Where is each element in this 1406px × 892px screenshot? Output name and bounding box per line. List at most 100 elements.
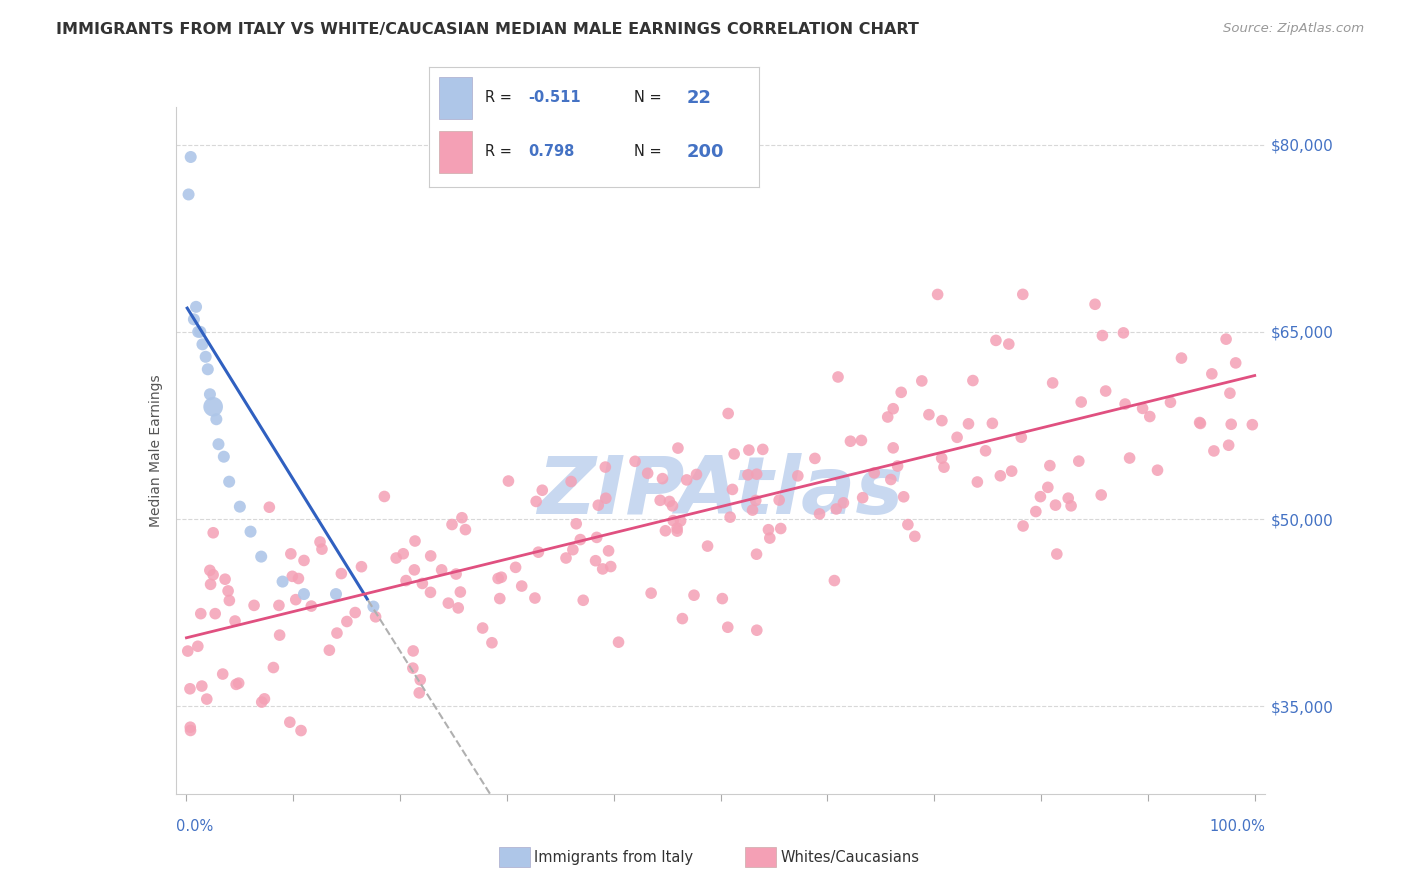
Point	[269, 628, 291, 642]
Point	[267, 599, 290, 613]
Point	[741, 503, 763, 517]
Point	[408, 686, 430, 700]
Point	[190, 607, 212, 621]
Point	[444, 567, 467, 582]
Point	[404, 563, 426, 577]
Point	[409, 673, 432, 687]
Point	[292, 553, 315, 567]
Point	[218, 475, 240, 489]
Point	[491, 570, 513, 584]
Point	[931, 414, 953, 428]
Point	[202, 525, 225, 540]
Point	[449, 585, 471, 599]
Point	[218, 593, 240, 607]
Point	[363, 599, 385, 614]
Point	[180, 150, 202, 164]
Y-axis label: Median Male Earnings: Median Male Earnings	[149, 374, 163, 527]
Point	[745, 547, 768, 561]
Point	[262, 660, 284, 674]
Point	[1094, 384, 1116, 398]
Point	[200, 577, 222, 591]
Point	[946, 430, 969, 444]
Point	[717, 620, 740, 634]
Point	[290, 723, 312, 738]
Point	[1114, 397, 1136, 411]
Point	[187, 325, 209, 339]
Point	[769, 522, 792, 536]
Point	[662, 514, 685, 528]
Point	[205, 412, 228, 426]
Point	[350, 559, 373, 574]
Point	[957, 417, 980, 431]
Point	[287, 572, 309, 586]
Point	[745, 467, 768, 482]
Point	[292, 587, 315, 601]
Point	[927, 287, 949, 301]
Point	[585, 554, 607, 568]
Point	[179, 681, 201, 696]
Point	[402, 644, 425, 658]
Point	[228, 676, 250, 690]
Point	[179, 723, 201, 738]
Point	[225, 677, 247, 691]
Point	[624, 454, 647, 468]
Bar	[439, 131, 472, 173]
Point	[1218, 438, 1240, 452]
Point	[718, 510, 741, 524]
Point	[510, 579, 533, 593]
Point	[447, 601, 470, 615]
Text: IMMIGRANTS FROM ITALY VS WHITE/CAUCASIAN MEDIAN MALE EARNINGS CORRELATION CHART: IMMIGRANTS FROM ITALY VS WHITE/CAUCASIAN…	[56, 22, 920, 37]
Point	[194, 350, 217, 364]
Point	[1189, 417, 1212, 431]
Point	[1139, 409, 1161, 424]
Point	[897, 517, 920, 532]
Point	[671, 611, 693, 625]
Point	[752, 442, 775, 457]
Point	[197, 362, 219, 376]
Point	[214, 572, 236, 586]
Text: -0.511: -0.511	[529, 90, 581, 105]
Point	[243, 599, 266, 613]
Point	[187, 640, 209, 654]
Point	[555, 551, 578, 566]
Point	[207, 437, 229, 451]
Point	[974, 443, 997, 458]
Bar	[439, 77, 472, 119]
Point	[392, 547, 415, 561]
Point	[595, 491, 617, 506]
Text: 200: 200	[686, 143, 724, 161]
Point	[280, 547, 302, 561]
Point	[202, 400, 225, 414]
Point	[250, 549, 273, 564]
Point	[179, 720, 201, 734]
Point	[569, 533, 592, 547]
Point	[1201, 367, 1223, 381]
Point	[1057, 491, 1080, 505]
Point	[666, 441, 689, 455]
Point	[486, 571, 509, 585]
Point	[224, 614, 246, 628]
Point	[284, 592, 307, 607]
Point	[658, 494, 681, 508]
Point	[437, 596, 460, 610]
Point	[217, 583, 239, 598]
Point	[1036, 480, 1059, 494]
Point	[1010, 430, 1032, 444]
Point	[211, 667, 233, 681]
Point	[411, 576, 433, 591]
Point	[886, 458, 908, 473]
Point	[585, 530, 607, 544]
Point	[640, 586, 662, 600]
Point	[717, 407, 740, 421]
Point	[198, 563, 221, 577]
Point	[738, 443, 761, 458]
Point	[198, 387, 221, 401]
Point	[988, 468, 1011, 483]
Point	[188, 325, 211, 339]
Point	[1084, 297, 1107, 311]
Point	[1091, 328, 1114, 343]
Point	[666, 524, 689, 538]
Point	[882, 401, 904, 416]
Point	[250, 695, 273, 709]
Point	[336, 615, 359, 629]
